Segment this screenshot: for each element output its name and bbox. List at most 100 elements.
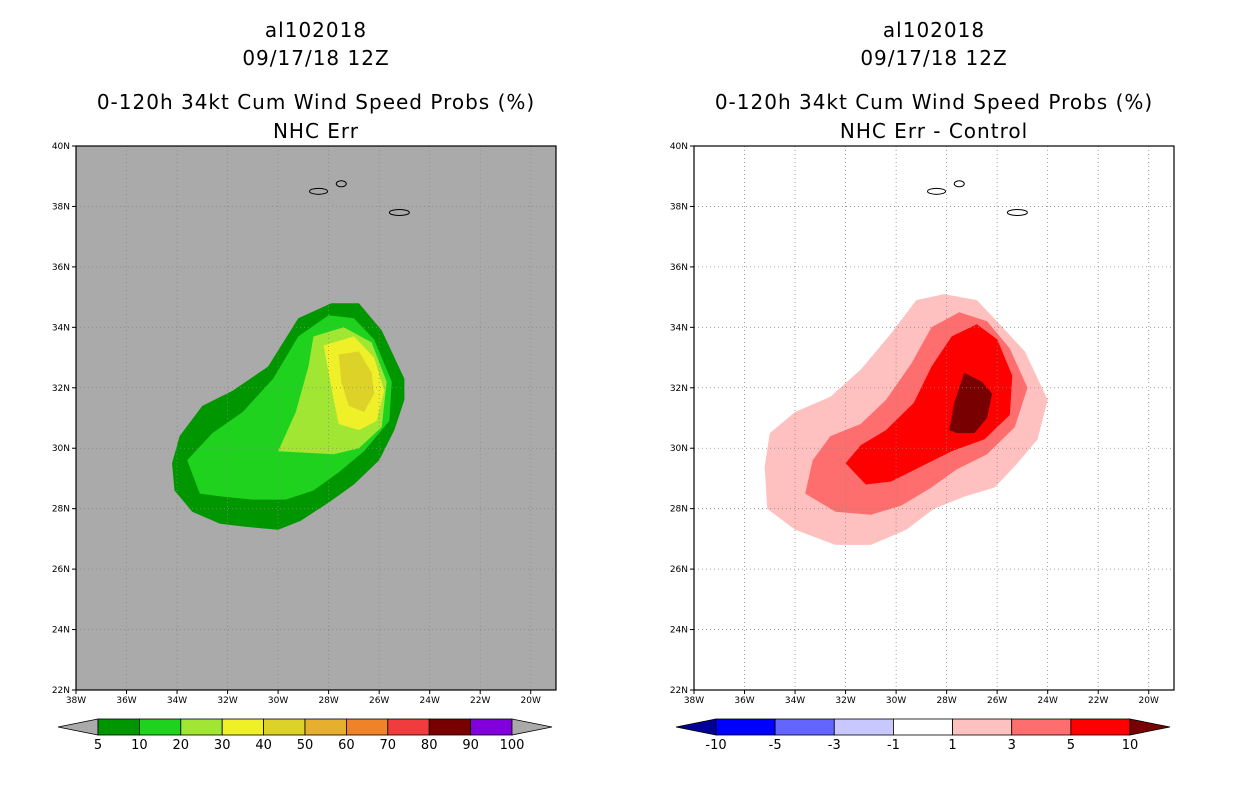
left-colorbar-swatch xyxy=(263,718,306,736)
left-ytick-label: 40N xyxy=(52,142,70,152)
right-colorbar: -10 -5 -3 -1 1 3 5 10 xyxy=(675,718,1171,753)
left-ytick-label: 26N xyxy=(52,565,70,575)
left-island-outline xyxy=(388,208,410,216)
right-ytick-label: 26N xyxy=(670,565,688,575)
left-colorbar-label: 50 xyxy=(297,738,314,753)
left-xtick-label: 28W xyxy=(318,696,338,706)
right-ytick-label: 36N xyxy=(670,263,688,273)
right-colorbar-swatch xyxy=(833,718,894,736)
left-colorbar-swatch xyxy=(428,718,472,736)
right-ytick-label: 38N xyxy=(670,202,688,212)
right-colorbar-swatch xyxy=(715,718,776,736)
left-ytick-label: 36N xyxy=(52,263,70,273)
left-ytick-label: 24N xyxy=(52,626,70,636)
left-ytick-label: 28N xyxy=(52,505,70,515)
left-ytick-label: 32N xyxy=(52,384,70,394)
right-ytick-label: 30N xyxy=(670,444,688,454)
right-contour-10 xyxy=(949,372,993,434)
left-title-1: al102018 xyxy=(264,18,368,42)
left-xtick-label: 38W xyxy=(66,696,86,706)
right-ytick-label: 28N xyxy=(670,505,688,515)
right-colorbar-swatch xyxy=(952,718,1013,736)
right-panel: 38W 36W 34W 32W 30W 28W 26W 24W 22W 20W 22N 24N 26N 2… xyxy=(670,142,1175,753)
left-plot-frame xyxy=(75,145,557,691)
right-ytick-label: 24N xyxy=(670,626,688,636)
left-island-outline xyxy=(335,180,347,188)
left-colorbar-label: 80 xyxy=(421,738,438,753)
right-colorbar-label: 1 xyxy=(948,738,956,753)
left-xtick-label: 26W xyxy=(369,696,389,706)
right-plot-frame xyxy=(693,145,1175,691)
right-xtick-label: 22W xyxy=(1088,696,1108,706)
left-colorbar-label: 100 xyxy=(500,738,525,753)
left-xtick-label: 20W xyxy=(521,696,541,706)
right-colorbar-label: 10 xyxy=(1122,738,1139,753)
right-title-1: al102018 xyxy=(882,18,986,42)
left-title-3: 0-120h 34kt Cum Wind Speed Probs (%) xyxy=(96,90,536,114)
right-title-2: 09/17/18 12Z xyxy=(860,46,1008,70)
left-colorbar-swatch xyxy=(387,718,430,736)
left-title-2: 09/17/18 12Z xyxy=(242,46,390,70)
left-colorbar-label: 30 xyxy=(214,738,231,753)
left-colorbar-low-arrow xyxy=(57,718,99,736)
right-colorbar-label: -1 xyxy=(887,738,900,753)
right-colorbar-label: 5 xyxy=(1067,738,1075,753)
left-colorbar-label: 70 xyxy=(380,738,397,753)
left-colorbar-swatch xyxy=(345,718,389,736)
right-xtick-label: 20W xyxy=(1139,696,1159,706)
left-colorbar: 5 10 20 30 40 50 60 70 80 90 100 xyxy=(57,718,553,753)
left-colorbar-swatch xyxy=(221,718,264,736)
left-ytick-label: 38N xyxy=(52,202,70,212)
right-xtick-label: 24W xyxy=(1038,696,1058,706)
left-contour-40 xyxy=(338,351,375,412)
right-colorbar-label: -10 xyxy=(705,738,726,753)
left-xtick-label: 32W xyxy=(217,696,237,706)
right-title-4: NHC Err - Control xyxy=(839,119,1029,143)
right-xtick-label: 26W xyxy=(987,696,1007,706)
right-contour-5 xyxy=(845,324,1013,485)
left-colorbar-swatch xyxy=(470,718,513,736)
left-colorbar-label: 10 xyxy=(131,738,148,753)
left-colorbar-label: 60 xyxy=(338,738,355,753)
right-colorbar-swatch xyxy=(893,718,953,736)
left-colorbar-label: 40 xyxy=(255,738,272,753)
left-colorbar-high-arrow xyxy=(511,718,553,736)
right-xtick-label: 30W xyxy=(886,696,906,706)
right-colorbar-high-arrow xyxy=(1129,718,1171,736)
left-colorbar-label: 5 xyxy=(94,738,102,753)
right-ytick-label: 34N xyxy=(670,323,688,333)
left-xtick-label: 34W xyxy=(167,696,187,706)
right-contours xyxy=(764,294,1048,545)
right-xtick-label: 28W xyxy=(936,696,956,706)
right-xtick-label: 38W xyxy=(684,696,704,706)
right-ytick-label: 32N xyxy=(670,384,688,394)
left-colorbar-label: 90 xyxy=(462,738,479,753)
right-ytick-label: 40N xyxy=(670,142,688,152)
left-colorbar-swatch xyxy=(97,718,140,736)
left-title-4: NHC Err xyxy=(272,119,360,143)
right-colorbar-label: 3 xyxy=(1008,738,1016,753)
right-xtick-label: 36W xyxy=(734,696,754,706)
right-island-outline xyxy=(1006,208,1028,216)
left-xtick-label: 22W xyxy=(470,696,490,706)
left-island-outline xyxy=(309,187,329,195)
right-ytick-label: 22N xyxy=(670,686,688,696)
right-colorbar-swatch xyxy=(1070,718,1131,736)
left-ytick-label: 30N xyxy=(52,444,70,454)
right-colorbar-swatch xyxy=(1011,718,1072,736)
right-title-3: 0-120h 34kt Cum Wind Speed Probs (%) xyxy=(714,90,1154,114)
right-colorbar-low-arrow xyxy=(675,718,717,736)
left-xtick-label: 24W xyxy=(420,696,440,706)
left-xtick-label: 30W xyxy=(268,696,288,706)
left-xtick-label: 36W xyxy=(116,696,136,706)
right-island-outline xyxy=(927,187,947,195)
left-contours xyxy=(172,303,405,530)
left-panel: 38W 36W 34W 32W 30W 28W 26W 24W 22W 20W 22N 24N 26N 2… xyxy=(52,142,557,753)
right-xtick-label: 32W xyxy=(835,696,855,706)
left-colorbar-swatch xyxy=(180,718,223,736)
right-colorbar-label: -3 xyxy=(828,738,841,753)
right-colorbar-label: -5 xyxy=(769,738,782,753)
right-xtick-label: 34W xyxy=(785,696,805,706)
right-island-outline xyxy=(953,180,965,188)
